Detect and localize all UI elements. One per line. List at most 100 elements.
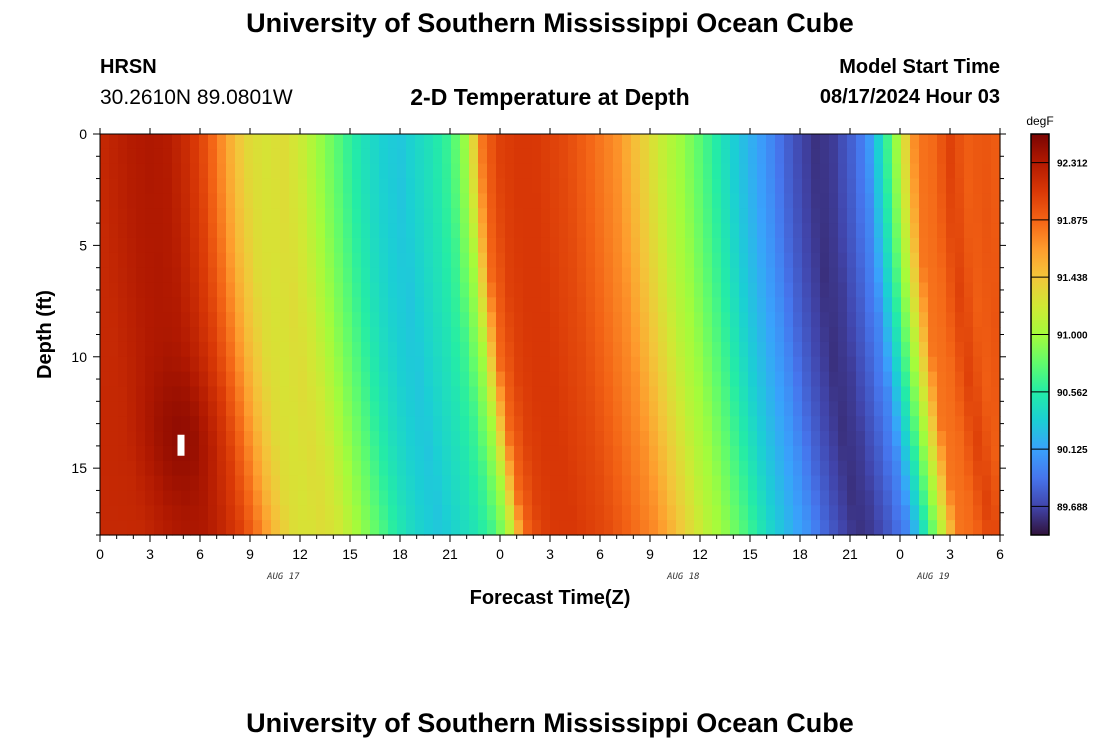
heatmap-cell	[415, 208, 425, 224]
heatmap-cell	[109, 208, 119, 224]
heatmap-cell	[307, 178, 317, 195]
heatmap-cell	[136, 401, 146, 417]
heatmap-cell	[892, 223, 902, 239]
heatmap-cell	[820, 267, 830, 284]
heatmap-cell	[901, 134, 911, 150]
heatmap-cell	[838, 193, 848, 209]
heatmap-cell	[487, 490, 497, 506]
heatmap-cell	[622, 386, 632, 402]
heatmap-cell	[973, 341, 983, 358]
heatmap-cell	[118, 371, 128, 388]
heatmap-cell	[361, 252, 371, 269]
heatmap-cell	[685, 505, 695, 521]
heatmap-cell	[928, 312, 938, 328]
heatmap-cell	[793, 327, 803, 343]
heatmap-cell	[334, 490, 344, 506]
heatmap-cell	[253, 237, 263, 254]
heatmap-cell	[568, 148, 578, 165]
heatmap-cell	[901, 237, 911, 254]
heatmap-cell	[433, 267, 443, 284]
heatmap-cell	[334, 237, 344, 254]
heatmap-cell	[631, 371, 641, 388]
heatmap-cell	[154, 490, 164, 506]
heatmap-cell	[919, 341, 929, 358]
heatmap-cell	[937, 252, 947, 269]
heatmap-cell	[676, 178, 686, 195]
heatmap-cell	[613, 163, 623, 180]
heatmap-cell	[262, 148, 272, 165]
heatmap-cell	[721, 193, 731, 209]
heatmap-cell	[820, 520, 830, 536]
heatmap-cell	[415, 282, 425, 298]
heatmap-cell	[829, 520, 839, 536]
heatmap-cell	[901, 445, 911, 462]
heatmap-cell	[919, 193, 929, 209]
heatmap-cell	[919, 297, 929, 313]
heatmap-cell	[559, 163, 569, 180]
heatmap-cell	[802, 431, 812, 447]
heatmap-cell	[568, 341, 578, 358]
heatmap-cell	[244, 297, 254, 313]
heatmap-cell	[343, 371, 353, 388]
heatmap-cell	[163, 282, 173, 298]
heatmap-cell	[253, 386, 263, 402]
heatmap-cell	[622, 401, 632, 417]
heatmap-cell	[433, 148, 443, 165]
heatmap-cell	[946, 282, 956, 298]
heatmap-cell	[460, 193, 470, 209]
heatmap-cell	[334, 431, 344, 447]
heatmap-cell	[280, 371, 290, 388]
heatmap-cell	[946, 178, 956, 195]
heatmap-cell	[541, 371, 551, 388]
heatmap-cell	[514, 193, 524, 209]
heatmap-cell	[667, 148, 677, 165]
heatmap-cell	[442, 208, 452, 224]
heatmap-cell	[667, 356, 677, 373]
heatmap-cell	[172, 416, 182, 432]
heatmap-cell	[343, 475, 353, 492]
heatmap-cell	[244, 178, 254, 195]
x-tick-label: 18	[792, 546, 808, 562]
heatmap-cell	[613, 134, 623, 150]
heatmap-cell	[856, 223, 866, 239]
heatmap-cell	[451, 505, 461, 521]
heatmap-cell	[118, 148, 128, 165]
heatmap-cell	[586, 237, 596, 254]
heatmap-cell	[154, 401, 164, 417]
heatmap-cell	[982, 178, 992, 195]
heatmap-cell	[892, 148, 902, 165]
heatmap-cell	[298, 312, 308, 328]
heatmap-cell	[955, 223, 965, 239]
heatmap-cell	[820, 356, 830, 373]
heatmap-cell	[118, 223, 128, 239]
heatmap-cell	[883, 341, 893, 358]
heatmap-cell	[883, 282, 893, 298]
heatmap-cell	[100, 445, 110, 462]
heatmap-cell	[136, 371, 146, 388]
heatmap-cell	[919, 386, 929, 402]
heatmap-cell	[874, 505, 884, 521]
heatmap-cell	[982, 520, 992, 536]
heatmap-cell	[730, 237, 740, 254]
heatmap-cell	[964, 356, 974, 373]
heatmap-cell	[613, 416, 623, 432]
heatmap-cell	[793, 401, 803, 417]
heatmap-cell	[883, 267, 893, 284]
heatmap-cell	[181, 223, 191, 239]
heatmap-cell	[289, 134, 299, 150]
heatmap-cell	[469, 371, 479, 388]
heatmap-cell	[496, 163, 506, 180]
heatmap-cell	[586, 163, 596, 180]
heatmap-cell	[793, 223, 803, 239]
heatmap-cell	[379, 490, 389, 506]
heatmap-cell	[982, 431, 992, 447]
heatmap-cell	[199, 490, 209, 506]
heatmap-cell	[496, 490, 506, 506]
heatmap-cell	[118, 267, 128, 284]
heatmap-cell	[730, 327, 740, 343]
heatmap-cell	[973, 401, 983, 417]
heatmap-cell	[451, 520, 461, 536]
heatmap-cell	[154, 223, 164, 239]
heatmap-cell	[244, 267, 254, 284]
heatmap-cell	[100, 327, 110, 343]
